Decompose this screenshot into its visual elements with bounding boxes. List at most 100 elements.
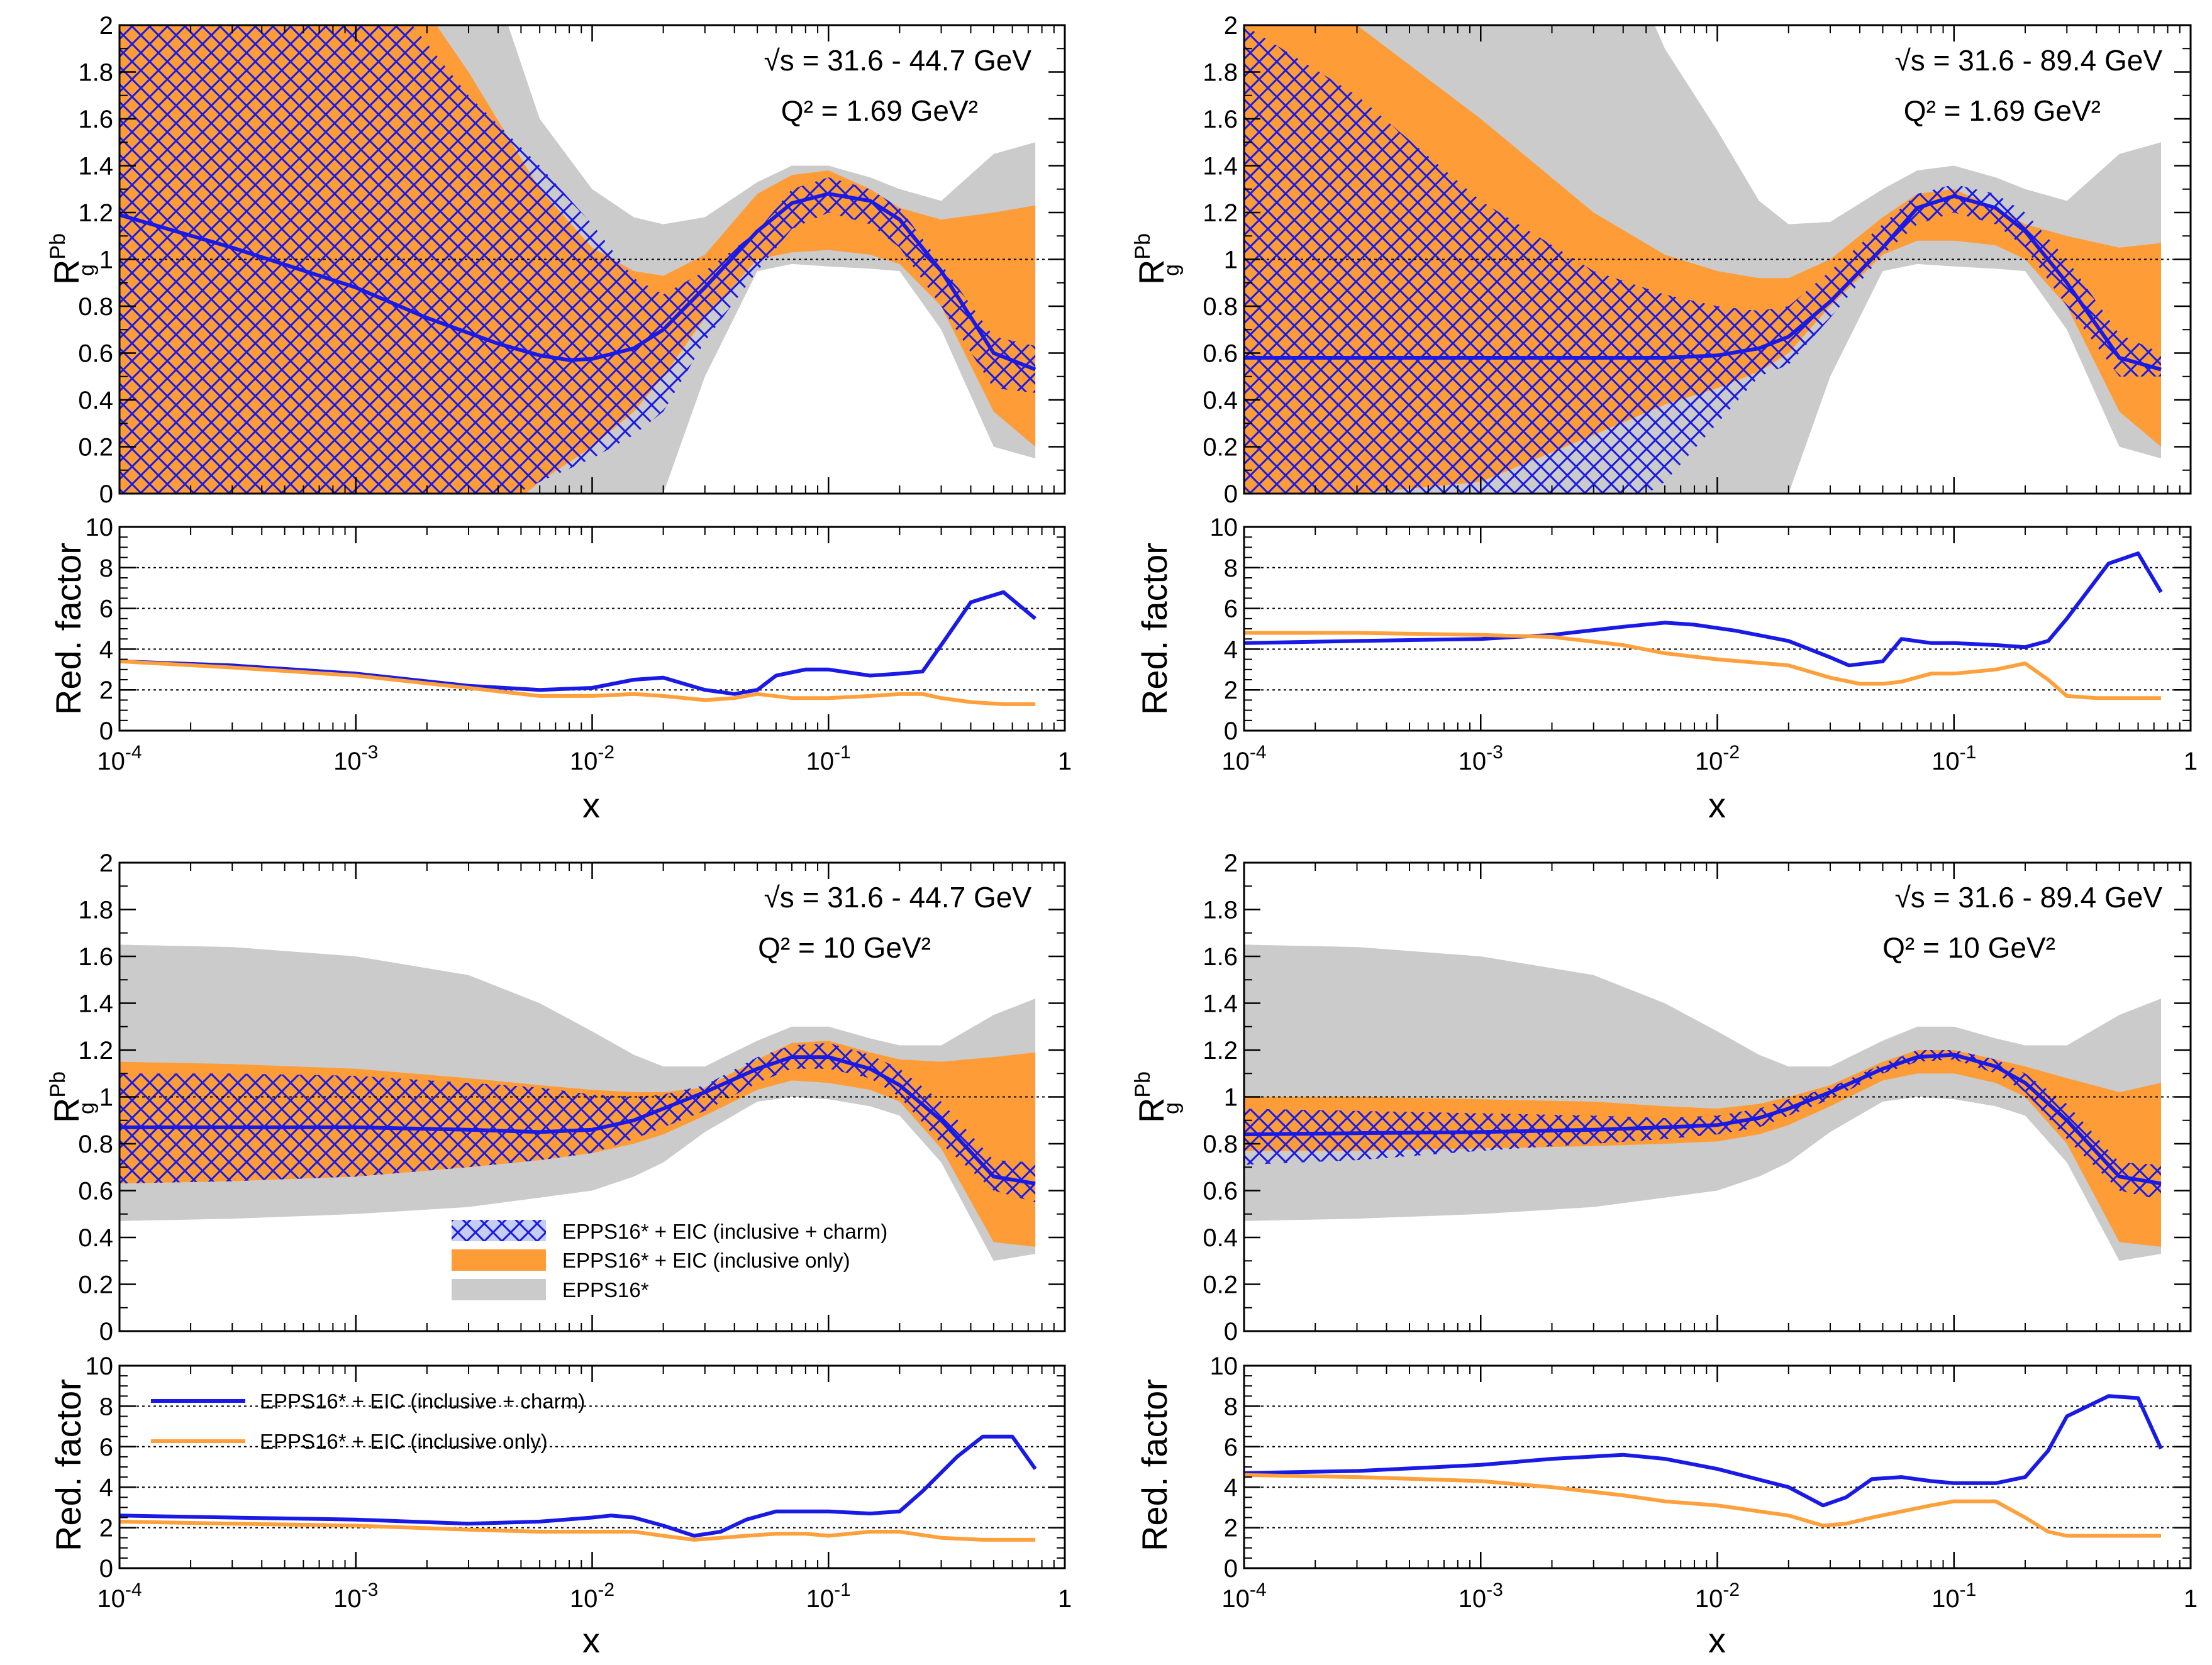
y-tick-label: 2 [1224, 1515, 1238, 1542]
reduction-factor-plot: Red. factor x 0 2 4 6 8 10 10-4 10-3 10-2 10-1 1 E… [48, 1352, 1072, 1660]
y-tick-label: 4 [1224, 636, 1238, 663]
y-tick-label: 1.2 [78, 1037, 113, 1065]
eic-charm-band [119, 1043, 1036, 1203]
plot-frame [1243, 526, 2192, 732]
y-tick-label: 1.4 [1203, 153, 1238, 180]
central-value-line [119, 1055, 1036, 1186]
plot-frame [118, 1364, 1066, 1569]
y-tick-label: 10 [1210, 514, 1238, 541]
legend-label-epps16: EPPS16* [562, 1278, 649, 1302]
y-tick-label: 0 [99, 717, 113, 745]
y-tick-label: 2 [1224, 677, 1238, 704]
y-tick-label: 0.6 [1203, 1178, 1238, 1205]
ratio-plot: RPbg √s = 31.6 - 44.7 GeV Q² = 1.69 GeV²… [46, 12, 1066, 508]
y-tick-label: 1.6 [78, 943, 113, 971]
x-tick-label: 10-2 [570, 1579, 614, 1613]
y-tick-label: 0.2 [1203, 1271, 1238, 1299]
y-tick-label: 4 [1224, 1474, 1238, 1502]
y-tick-label: 2 [1224, 849, 1238, 877]
legend-label-inclusive-only: EPPS16* + EIC (inclusive only) [562, 1249, 850, 1272]
y-tick-label: 0.8 [1203, 293, 1238, 321]
y-tick-label: 1.6 [78, 106, 113, 133]
sqrt-s-annotation: √s = 31.6 - 89.4 GeV [1895, 881, 2163, 914]
x-tick-label: 10-3 [333, 1579, 378, 1613]
plot-area [119, 25, 1065, 494]
y-tick-label: 0.6 [78, 340, 113, 368]
legend-label-inclusive-charm: EPPS16* + EIC (inclusive + charm) [562, 1220, 887, 1243]
plot-frame [118, 526, 1066, 732]
y-axis-label: RPbg [1131, 1071, 1184, 1123]
q2-annotation: Q² = 10 GeV² [1882, 931, 2055, 964]
x-axis-label: x [582, 785, 600, 825]
x-tick-label: 10-3 [1459, 742, 1503, 775]
x-tick-label: 10-1 [1931, 742, 1976, 775]
ratio-plot: RPbg √s = 31.6 - 89.4 GeV Q² = 10 GeV² 0… [1131, 849, 2192, 1346]
inclusive-charm-line [1243, 551, 2163, 668]
inclusive-only-line [119, 1519, 1036, 1542]
plot-frame [1243, 1364, 2192, 1569]
y-tick-label: 0.8 [78, 293, 113, 321]
y-tick-label: 0.4 [1203, 1224, 1238, 1252]
y-tick-label: 1.8 [1203, 59, 1238, 87]
x-tick-label: 10-4 [97, 742, 142, 775]
y-tick-label: 1.2 [1203, 199, 1238, 227]
y-tick-label: 1 [99, 246, 113, 274]
y-tick-label: 4 [99, 1474, 113, 1502]
y-axis-label: RPbg [1131, 233, 1184, 285]
y-tick-label: 0 [1224, 1318, 1238, 1346]
y-tick-label: 0 [1224, 717, 1238, 745]
ratio-plot: RPbg √s = 31.6 - 44.7 GeV Q² = 10 GeV² 0… [46, 849, 1066, 1346]
y-axis-label: Red. factor [1135, 543, 1174, 715]
y-tick-label: 10 [1210, 1352, 1238, 1380]
x-axis-label: x [582, 1620, 600, 1660]
y-tick-label: 0 [99, 1318, 113, 1346]
x-tick-label: 10-1 [806, 742, 851, 775]
y-tick-label: 1.2 [1203, 1037, 1238, 1065]
y-tick-label: 2 [99, 1515, 113, 1542]
q2-annotation: Q² = 1.69 GeV² [781, 94, 978, 127]
legend-swatch-orange [452, 1249, 546, 1271]
y-tick-label: 0.6 [1203, 340, 1238, 368]
y-tick-label: 0.2 [1203, 434, 1238, 462]
y-tick-label: 1.8 [78, 897, 113, 924]
sqrt-s-annotation: √s = 31.6 - 89.4 GeV [1895, 44, 2163, 77]
reduction-factor-plot: Red. factor x 0 2 4 6 8 10 10-4 10-3 10-2 10-1 1 [1135, 514, 2198, 825]
x-tick-label: 1 [1058, 1585, 1072, 1613]
y-tick-label: 8 [99, 1393, 113, 1420]
y-tick-label: 8 [1224, 555, 1238, 582]
legend-label-inclusive-charm: EPPS16* + EIC (inclusive + charm) [260, 1390, 585, 1413]
y-tick-label: 1.2 [78, 199, 113, 227]
x-axis-label: x [1708, 1620, 1726, 1660]
x-tick-label: 10-1 [1931, 1579, 1976, 1613]
eic-charm-band [119, 25, 1036, 494]
plot-frame [118, 861, 1066, 1332]
y-tick-label: 0.2 [78, 1271, 113, 1299]
y-tick-label: 0 [99, 1555, 113, 1583]
y-tick-label: 1.6 [1203, 106, 1238, 133]
epps16-band [1244, 944, 2161, 1261]
panel-top-right: RPbg √s = 31.6 - 89.4 GeV Q² = 1.69 GeV²… [1131, 12, 2198, 825]
y-tick-label: 1.4 [78, 990, 113, 1018]
y-tick-label: 10 [86, 514, 114, 541]
y-tick-label: 1.4 [1203, 990, 1238, 1018]
central-value-line [1244, 1053, 2162, 1186]
y-axis-label: Red. factor [48, 543, 88, 715]
ratio-plot: RPbg √s = 31.6 - 89.4 GeV Q² = 1.69 GeV²… [1131, 12, 2192, 508]
y-tick-label: 0 [99, 480, 113, 508]
inclusive-charm-line [1243, 1394, 2163, 1508]
x-tick-label: 10-2 [1695, 742, 1740, 775]
plot-area [1244, 25, 2191, 494]
y-tick-label: 0.2 [78, 434, 113, 462]
plot-area [119, 944, 1065, 1261]
inclusive-only-line [1243, 1473, 2161, 1538]
x-tick-label: 10-1 [806, 1579, 851, 1613]
reduction-factor-plot: Red. factor x 0 2 4 6 8 10 10-4 10-3 10-2 10-1 1 [1135, 1352, 2198, 1660]
central-value-line [119, 192, 1037, 372]
plot-area [1244, 944, 2191, 1261]
lines-legend: EPPS16* + EIC (inclusive + charm) EPPS16… [151, 1390, 585, 1453]
y-tick-label: 2 [99, 12, 113, 40]
y-axis-label: RPbg [46, 233, 99, 285]
legend-swatch-gray [452, 1279, 546, 1300]
y-tick-label: 0.4 [1203, 387, 1238, 414]
